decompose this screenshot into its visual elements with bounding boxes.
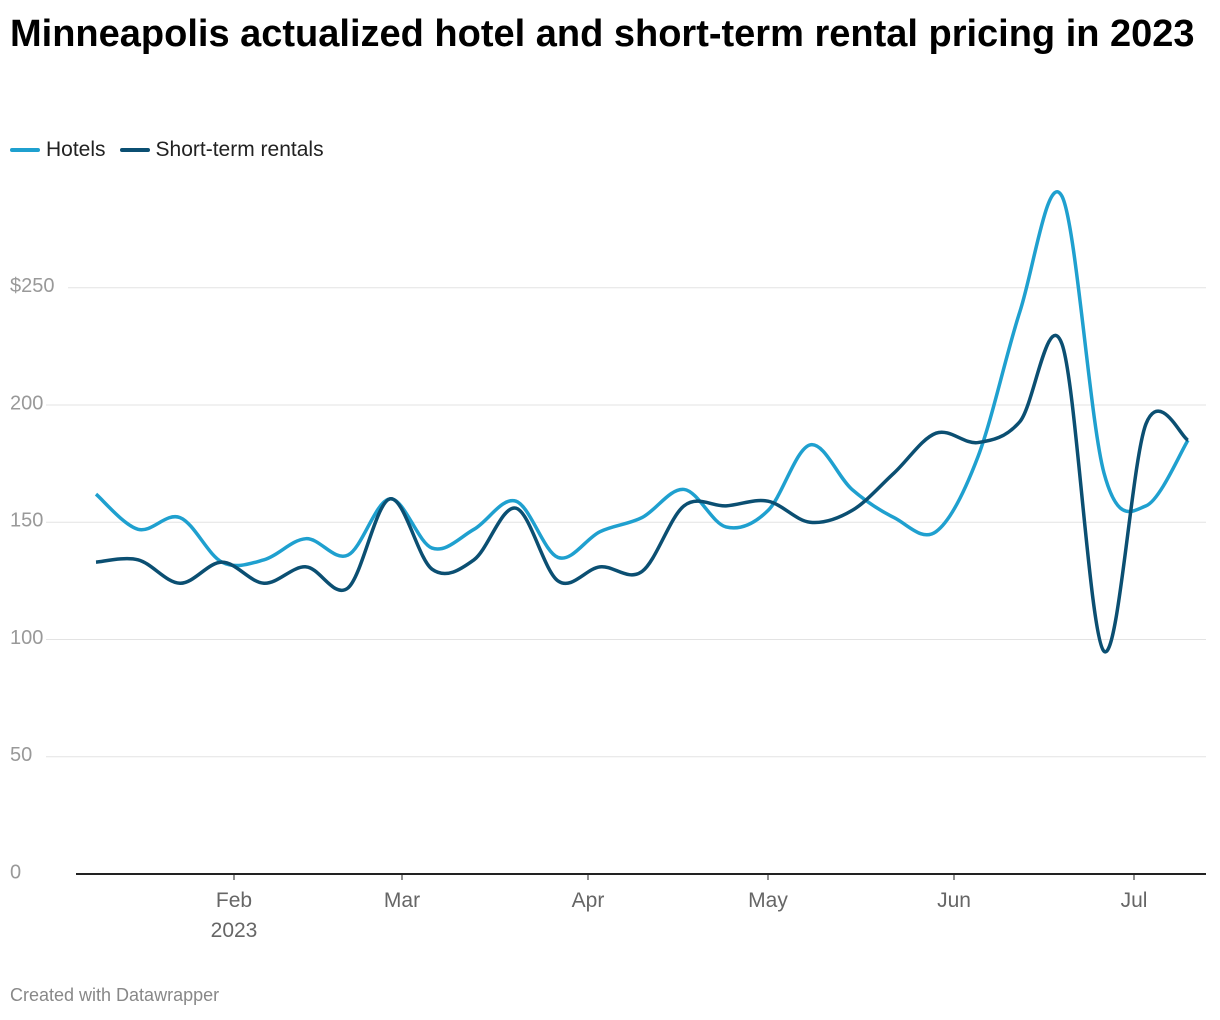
x-tick-label: Apr: [571, 889, 605, 912]
legend-item: Hotels: [10, 138, 106, 162]
legend-swatch: [10, 148, 40, 152]
legend-label: Hotels: [46, 138, 106, 161]
legend: Hotels Short-term rentals: [10, 138, 324, 162]
y-tick-label: 0: [10, 861, 21, 883]
legend-item: Short-term rentals: [119, 138, 324, 162]
y-tick-label: $250: [10, 275, 55, 297]
legend-label: Short-term rentals: [155, 138, 324, 161]
x-tick-label: May: [748, 889, 788, 912]
x-tick-label: Mar: [383, 889, 421, 912]
y-tick-label: 200: [10, 392, 43, 414]
y-tick-label: 100: [10, 627, 43, 649]
series-line: [95, 333, 1190, 654]
footer: Created with Datawrapper: [10, 985, 220, 1005]
y-tick-label: 50: [10, 744, 32, 766]
chart-title: Minneapolis actualized hotel and short-t…: [10, 13, 1195, 55]
x-tick-label: Jun: [937, 889, 971, 912]
legend-swatch: [119, 148, 150, 152]
y-tick-label: 150: [10, 510, 43, 532]
x-tick-label: Feb 2023: [210, 889, 258, 942]
series-line: [94, 190, 1190, 568]
x-tick-label: Jul: [1120, 889, 1148, 912]
